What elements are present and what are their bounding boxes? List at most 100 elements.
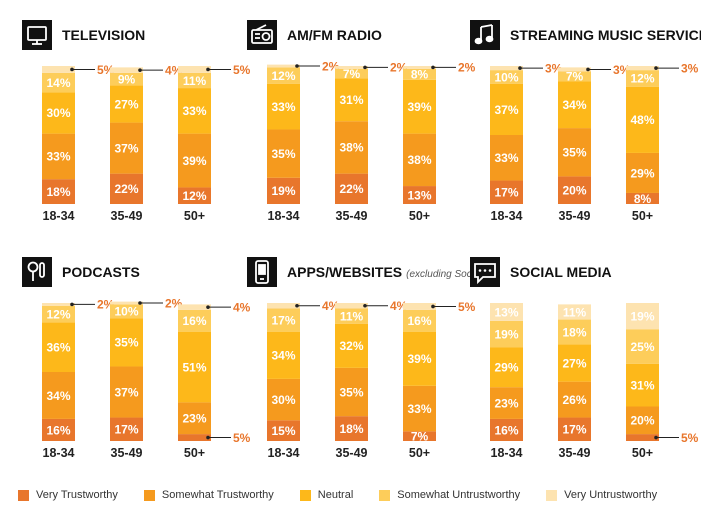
legend-item: Very Untrustworthy xyxy=(546,489,657,501)
callout-dot xyxy=(431,304,435,309)
data-label: 16% xyxy=(407,314,431,328)
data-label: 3% xyxy=(681,61,699,75)
data-label: 22% xyxy=(339,182,363,196)
category-label: 18-34 xyxy=(43,446,75,460)
bar-segment xyxy=(110,173,143,204)
data-label: 51% xyxy=(182,360,206,374)
callout-dot xyxy=(363,65,367,70)
bar-segment xyxy=(267,331,300,379)
bar-segment xyxy=(335,173,368,204)
data-label: 15% xyxy=(271,424,295,438)
bar-segment xyxy=(178,72,211,89)
radio-icon xyxy=(251,24,273,44)
data-label: 16% xyxy=(46,423,70,437)
data-label: 5% xyxy=(233,63,251,77)
bar-segment xyxy=(335,68,368,79)
bar-segment xyxy=(403,331,436,386)
data-label: 18% xyxy=(562,325,586,339)
data-label: 13% xyxy=(494,305,518,319)
bar-segment xyxy=(267,177,300,204)
data-label: 9% xyxy=(118,72,136,86)
category-label: 35-49 xyxy=(336,446,368,460)
category-label: 35-49 xyxy=(559,209,591,223)
data-label: 29% xyxy=(630,166,654,180)
bar-segment xyxy=(267,67,300,84)
bar-segment xyxy=(42,303,75,306)
data-label: 8% xyxy=(634,192,652,206)
legend-label: Very Untrustworthy xyxy=(564,489,658,501)
bar-segment xyxy=(558,381,591,418)
bar-segment xyxy=(403,66,436,69)
data-label: 18% xyxy=(339,422,363,436)
bar-segment xyxy=(42,305,75,323)
data-label: 16% xyxy=(494,423,518,437)
bar-segment xyxy=(626,86,659,153)
legend-swatch xyxy=(379,489,391,501)
bar-segment xyxy=(403,186,436,204)
data-label: 11% xyxy=(183,74,207,88)
bar-segment xyxy=(42,322,75,372)
bar-segment xyxy=(558,344,591,382)
chart-panel: STREAMING MUSIC SERVICES 17% 33% 37% 10% 3% 18… xyxy=(470,20,701,223)
bar-segment xyxy=(267,64,300,68)
data-label: 10% xyxy=(114,305,138,319)
chart-title: TELEVISION xyxy=(62,27,145,43)
legend-label: Neutral xyxy=(317,489,354,501)
callout-dot xyxy=(138,68,142,72)
category-label: 35-49 xyxy=(111,446,143,460)
bar-segment xyxy=(110,122,143,174)
data-label: 37% xyxy=(494,103,518,117)
bar-segment xyxy=(626,192,659,204)
bar-segment xyxy=(178,402,211,435)
bar-segment xyxy=(178,434,211,441)
bar-segment xyxy=(490,303,523,321)
data-label: 17% xyxy=(114,423,138,437)
data-label: 32% xyxy=(339,339,363,353)
bar-segment xyxy=(403,68,436,80)
bar-segment xyxy=(178,66,211,73)
data-label: 38% xyxy=(339,141,363,155)
data-label: 37% xyxy=(114,385,138,399)
chart-legend: Very Trustworthy Somewhat Trustworthy Neut… xyxy=(18,484,698,506)
data-label: 16% xyxy=(182,314,206,328)
category-label: 35-49 xyxy=(559,446,591,460)
bar-segment xyxy=(110,85,143,123)
data-label: 17% xyxy=(494,186,518,200)
bar-segment xyxy=(267,129,300,178)
data-label: 34% xyxy=(271,349,295,363)
bar-segment xyxy=(335,416,368,441)
data-label: 39% xyxy=(407,100,431,114)
bar-segment xyxy=(558,71,591,82)
bar-segment xyxy=(335,121,368,174)
bar-segment xyxy=(403,385,436,432)
chart-panel: APPS/WEBSITES (excluding Social) 15% 30% 34%… xyxy=(247,257,485,460)
category-label: 35-49 xyxy=(111,209,143,223)
data-label: 31% xyxy=(630,378,654,392)
legend-swatch xyxy=(143,489,155,501)
callout-dot xyxy=(206,67,210,72)
bar-segment xyxy=(42,72,75,93)
bar-segment xyxy=(267,378,300,421)
bar-segment xyxy=(626,152,659,193)
microphone-icon xyxy=(27,261,45,281)
callout-dot xyxy=(518,66,522,70)
icon-background xyxy=(22,257,52,287)
callout-dot xyxy=(70,302,74,307)
data-label: 18% xyxy=(46,185,70,199)
data-label: 12% xyxy=(182,189,206,203)
chart-title: STREAMING MUSIC SERVICES xyxy=(510,27,701,43)
category-label: 18-34 xyxy=(268,209,300,223)
bar-segment xyxy=(110,72,143,86)
data-label: 13% xyxy=(407,188,431,202)
data-label: 34% xyxy=(46,389,70,403)
data-label: 7% xyxy=(566,70,584,84)
callout-dot xyxy=(70,67,74,72)
data-label: 22% xyxy=(114,182,138,196)
data-label: 39% xyxy=(407,352,431,366)
bar-segment xyxy=(335,66,368,69)
category-label: 50+ xyxy=(409,209,430,223)
bar-segment xyxy=(42,372,75,419)
category-label: 50+ xyxy=(632,209,653,223)
bar-segment xyxy=(42,179,75,204)
